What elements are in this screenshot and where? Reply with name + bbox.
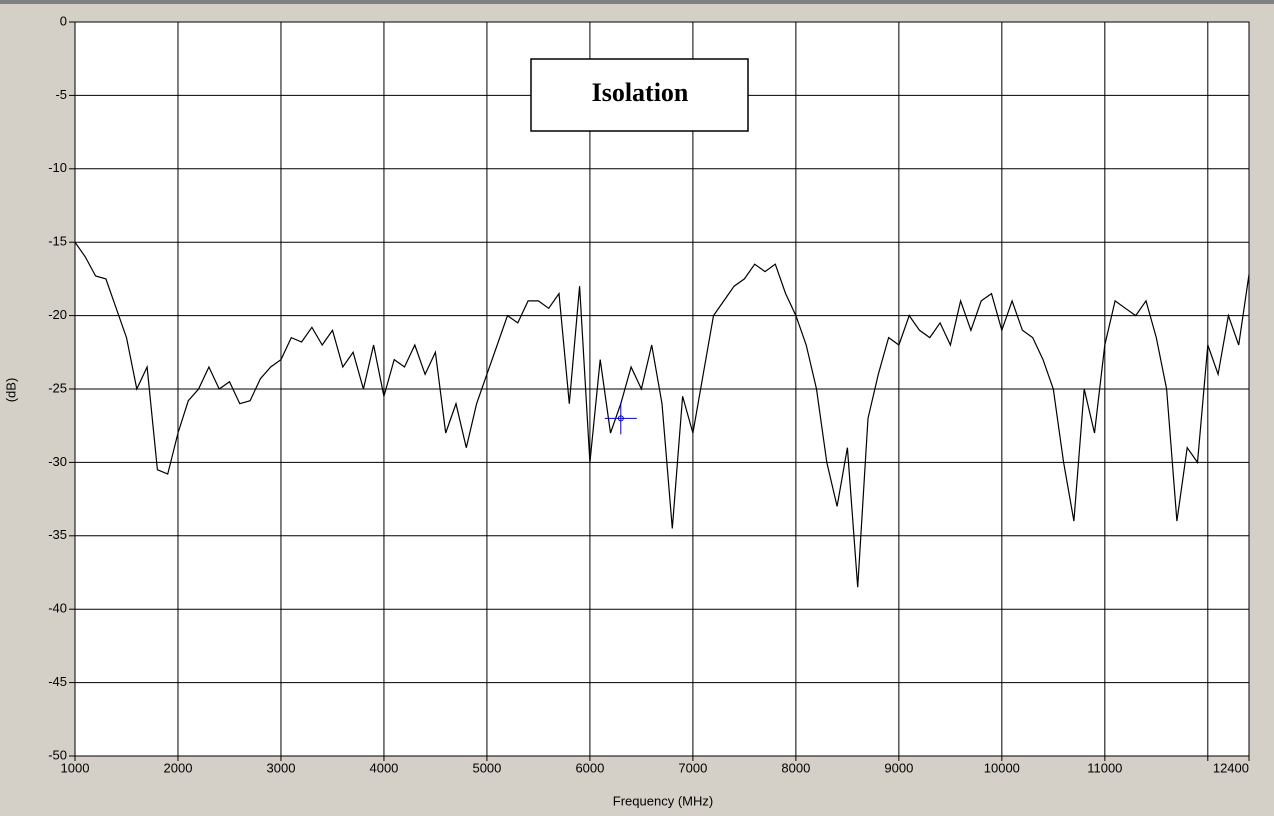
x-tick-label: 8000 — [781, 760, 810, 775]
y-tick-label: -20 — [48, 307, 67, 322]
x-tick-label: 2000 — [164, 760, 193, 775]
x-tick-label: 6000 — [575, 760, 604, 775]
x-tick-label: 12400 — [1213, 760, 1249, 775]
y-axis-label: (dB) — [3, 378, 18, 403]
y-tick-label: -5 — [55, 87, 67, 102]
y-tick-label: -10 — [48, 160, 67, 175]
y-tick-label: -25 — [48, 380, 67, 395]
x-tick-label: 4000 — [369, 760, 398, 775]
x-tick-label: 3000 — [267, 760, 296, 775]
y-tick-label: -35 — [48, 527, 67, 542]
x-axis-label: Frequency (MHz) — [613, 793, 713, 808]
y-tick-label: -50 — [48, 747, 67, 762]
y-tick-label: 0 — [60, 13, 67, 28]
chart-title: Isolation — [592, 78, 689, 107]
x-tick-label: 10000 — [984, 760, 1020, 775]
x-tick-label: 11000 — [1087, 760, 1122, 775]
line-series — [74, 241, 1250, 588]
x-tick-label: 1000 — [61, 760, 90, 775]
y-tick-label: -15 — [48, 234, 67, 249]
y-tick-label: -45 — [48, 674, 67, 689]
title-box — [530, 58, 749, 132]
y-tick-label: -30 — [48, 454, 67, 469]
top-border — [0, 0, 1274, 4]
y-tick-label: -40 — [48, 601, 67, 616]
x-tick-label: 7000 — [678, 760, 707, 775]
cursor-dot — [617, 415, 624, 422]
x-tick-label: 5000 — [472, 760, 501, 775]
x-tick-label: 9000 — [884, 760, 913, 775]
